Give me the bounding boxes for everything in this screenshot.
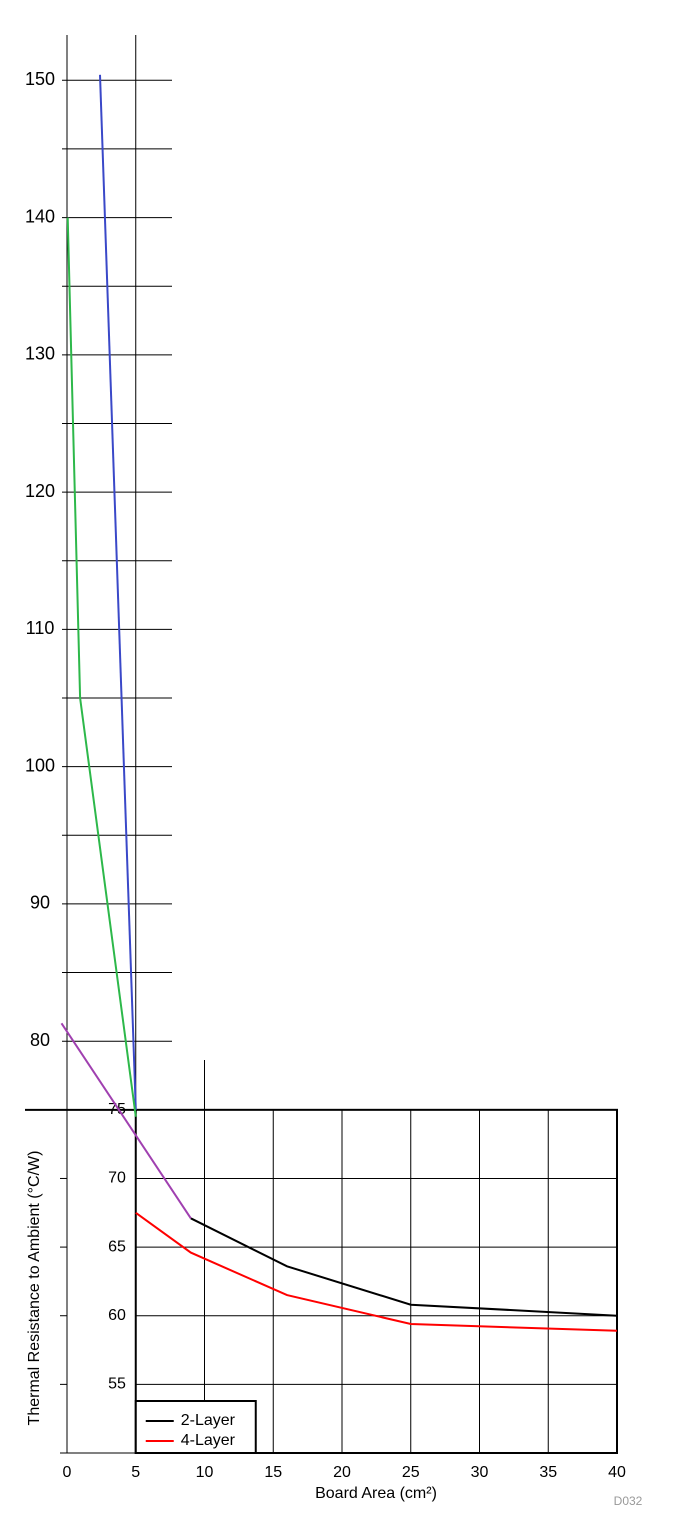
y-tick-label: 70: [108, 1170, 126, 1187]
x-tick-label: 40: [608, 1464, 626, 1481]
plot-frame: [134, 1108, 618, 1455]
y-tick-label: 90: [30, 893, 50, 913]
y-tick-label: 80: [30, 1030, 50, 1050]
legend-box: [134, 1400, 257, 1454]
series-line: [99, 74, 137, 1110]
series-line: [135, 1211, 618, 1332]
y-tick-label: 120: [25, 481, 55, 501]
y-tick-label: 130: [25, 344, 55, 364]
x-tick-label: 5: [131, 1464, 140, 1481]
y-tick-label: 110: [26, 618, 55, 638]
series-line: [190, 1217, 618, 1317]
x-tick-label: 15: [264, 1464, 282, 1481]
y-axis-label: Thermal Resistance to Ambient (°C/W): [26, 1151, 43, 1426]
series-line: [60, 1022, 192, 1219]
x-tick-label: 0: [63, 1464, 72, 1481]
note: D032: [614, 1494, 643, 1508]
y-tick-label: 60: [108, 1307, 126, 1324]
legend-label: 2-Layer: [181, 1412, 236, 1429]
x-tick-label: 35: [539, 1464, 557, 1481]
x-tick-label: 10: [196, 1464, 214, 1481]
y-tick-label: 100: [25, 755, 55, 775]
x-tick-label: 20: [333, 1464, 351, 1481]
y-tick-label: 140: [25, 206, 55, 226]
x-axis-label: Board Area (cm²): [315, 1485, 437, 1502]
x-tick-label: 25: [402, 1464, 420, 1481]
series-line: [66, 217, 137, 1117]
x-tick-label: 30: [471, 1464, 489, 1481]
y-tick-label: 65: [108, 1238, 126, 1255]
y-tick-label: 55: [108, 1376, 126, 1393]
y-tick-label: 150: [25, 69, 55, 89]
legend-label: 4-Layer: [181, 1432, 236, 1449]
